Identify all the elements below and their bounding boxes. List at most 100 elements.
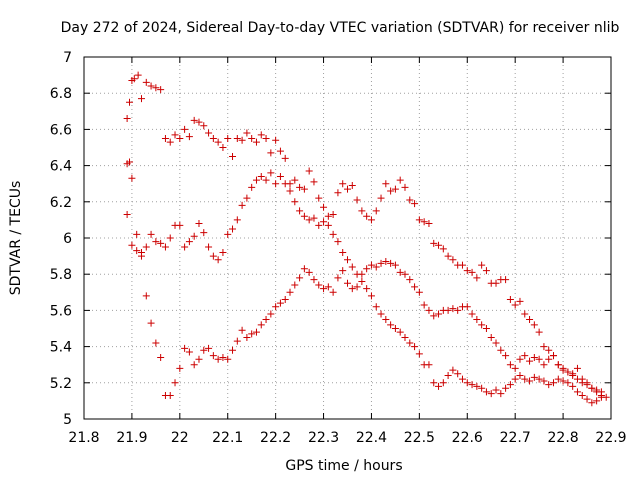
data-point-middle (310, 214, 318, 222)
data-point-lower (200, 346, 208, 354)
data-point-lower (492, 339, 500, 347)
data-point-lower (482, 325, 490, 332)
data-point-upper (449, 256, 457, 264)
data-point-upper (415, 216, 423, 224)
data-point-middle (267, 169, 275, 177)
data-point-lower (564, 368, 572, 376)
data-point-upper (545, 346, 553, 354)
data-point-middle (545, 381, 553, 389)
data-point-upper (161, 134, 169, 142)
data-point-upper (320, 203, 328, 211)
data-point-upper (425, 220, 433, 228)
data-point-middle (482, 388, 490, 396)
data-point-lower (123, 210, 131, 218)
data-point-middle (497, 390, 505, 398)
data-point-lower (185, 348, 193, 356)
data-point-lower (593, 386, 601, 394)
data-point-lower (550, 352, 558, 360)
data-point-lower (473, 315, 481, 323)
data-point-lower (152, 339, 160, 347)
data-point-upper (430, 239, 438, 247)
tick-labels: 21.8 21.9 22 22.1 22.2 22.3 22.4 22.5 22.6 22.7 22… (50, 50, 627, 446)
data-point-lower (363, 265, 371, 273)
data-point-middle (305, 216, 313, 224)
data-point-upper (344, 185, 351, 193)
data-points (123, 71, 610, 407)
data-point-middle (329, 230, 337, 238)
data-point-lower (516, 355, 524, 363)
data-point-middle (276, 172, 284, 180)
data-point-upper (291, 176, 299, 184)
data-point-middle (126, 158, 134, 166)
data-point-upper (473, 274, 481, 282)
data-point-middle (142, 243, 150, 251)
data-point-upper (458, 261, 466, 269)
data-point-middle (334, 238, 342, 246)
data-point-lower (147, 319, 155, 327)
data-point-lower (209, 352, 217, 360)
data-point-upper (248, 134, 256, 142)
data-point-upper (185, 133, 193, 141)
data-point-upper (339, 180, 347, 188)
data-point-upper (152, 84, 160, 92)
data-point-lower (396, 268, 404, 276)
y-tick-label: 7 (63, 50, 72, 66)
data-point-lower (569, 370, 577, 378)
data-point-middle (185, 238, 193, 246)
data-point-upper (382, 180, 390, 188)
data-point-upper (219, 144, 227, 151)
data-point-upper (130, 75, 138, 83)
data-point-upper (157, 86, 165, 94)
data-point-lower (214, 355, 222, 363)
data-point-lower (367, 261, 375, 269)
data-point-lower (248, 330, 256, 338)
data-point-upper (478, 261, 486, 269)
data-point-upper (348, 182, 356, 190)
data-point-upper (147, 82, 155, 90)
data-point-upper (134, 71, 142, 79)
data-point-middle (166, 234, 174, 242)
data-point-middle (281, 180, 289, 188)
data-point-upper (468, 268, 476, 276)
x-tick-label: 22.6 (452, 430, 483, 446)
data-point-upper (300, 185, 308, 193)
data-point-lower (435, 310, 443, 318)
data-point-middle (200, 229, 208, 237)
data-point-upper (142, 78, 150, 86)
data-point-upper (315, 194, 323, 202)
data-point-lower (430, 312, 438, 320)
data-point-middle (372, 303, 380, 311)
data-point-middle (272, 180, 280, 188)
y-tick-label: 6.6 (50, 122, 72, 138)
y-tick-label: 6.2 (50, 195, 72, 211)
data-point-upper (195, 118, 203, 126)
data-point-lower (305, 268, 313, 276)
data-point-middle (569, 382, 577, 390)
data-point-lower (391, 261, 399, 269)
data-point-middle (506, 381, 514, 389)
data-point-lower (420, 301, 428, 309)
data-point-lower (521, 352, 529, 360)
data-point-middle (157, 239, 165, 247)
data-point-middle (348, 263, 356, 271)
data-point-lower (411, 283, 419, 291)
data-point-middle (526, 377, 534, 385)
axis-ticks (83, 56, 612, 420)
data-point-middle (176, 221, 184, 229)
data-point-upper (516, 297, 524, 305)
data-point-middle (248, 183, 256, 191)
data-point-lower (487, 334, 495, 342)
data-point-lower (224, 355, 232, 363)
data-point-lower (334, 274, 342, 282)
data-point-middle (300, 212, 308, 220)
data-point-upper (262, 134, 270, 142)
data-point-middle (243, 194, 251, 202)
data-point-middle (262, 176, 270, 184)
y-tick-label: 6.8 (50, 86, 72, 102)
data-point-middle (396, 328, 404, 336)
data-point-upper (305, 167, 313, 175)
data-point-middle (315, 221, 323, 229)
data-point-upper (535, 328, 543, 336)
data-point-lower (291, 281, 299, 289)
data-point-middle (435, 382, 443, 390)
